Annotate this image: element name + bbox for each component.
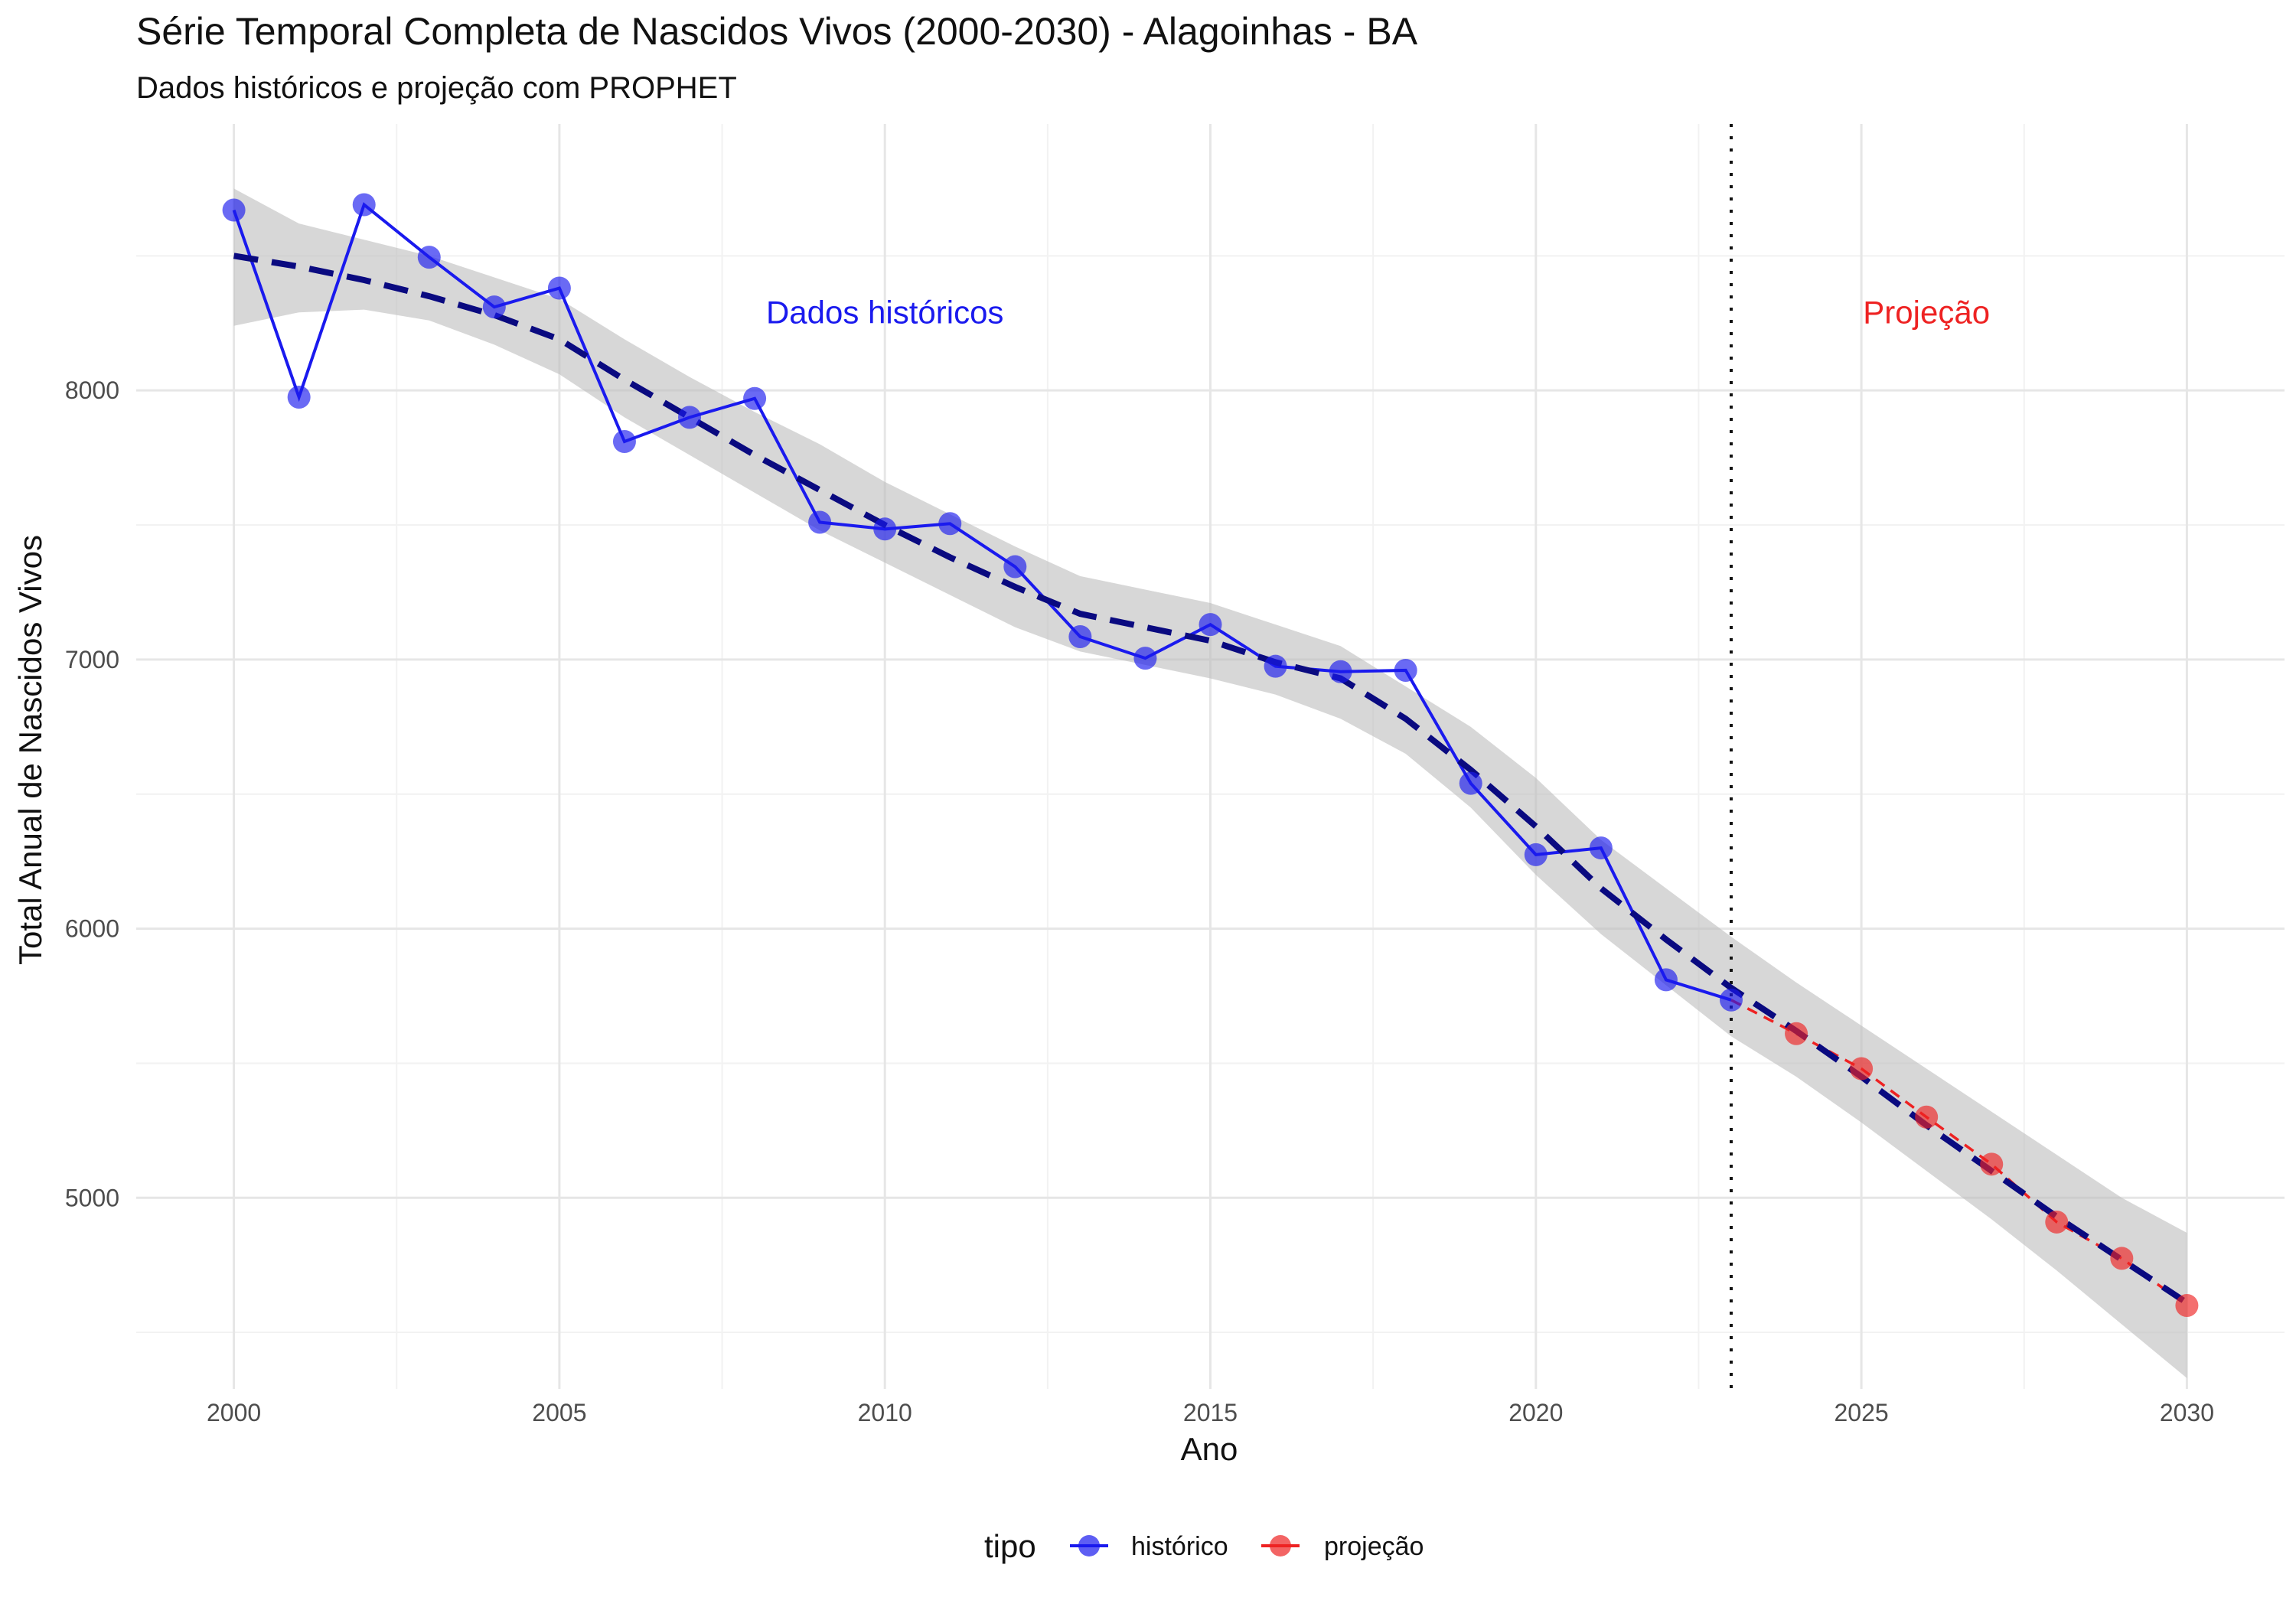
y-axis-ticks: 5000 6000 7000 8000 [65,376,119,1211]
legend-historico-marker [1078,1535,1100,1556]
series-line-0 [232,202,1732,1002]
data-point-historico [1654,968,1678,992]
x-tick-label: 2010 [858,1399,912,1426]
annotation-0: Dados históricos [766,294,1003,330]
legend-item-projecao: projeção [1261,1532,1424,1561]
x-tick-label: 2015 [1183,1399,1238,1426]
plot-area: Dados históricos Projeção [136,124,2285,1389]
chart-subtitle: Dados históricos e projeção com PROPHET [136,71,737,105]
grid-major-lines [136,124,2285,1389]
data-point-historico [873,517,897,541]
data-point-projecao [1980,1152,2004,1176]
annotation-1: Projeção [1863,294,1990,330]
legend: tipo histórico projeção [984,1528,1424,1564]
x-axis-label: Ano [1181,1431,1238,1467]
data-point-historico [808,510,832,534]
data-points [222,193,2199,1317]
data-point-historico [1199,613,1222,637]
data-point-historico [287,385,311,409]
data-point-historico [1459,771,1482,795]
data-point-projecao [2110,1247,2134,1270]
data-point-historico [222,198,246,222]
y-tick-label: 5000 [65,1184,119,1211]
x-axis-ticks: 2000 2005 2010 2015 2020 2025 2030 [207,1399,2214,1426]
legend-title: tipo [984,1528,1036,1564]
confidence-band [233,188,2187,1378]
series-lines [232,202,2188,1307]
legend-projecao-label: projeção [1324,1532,1424,1561]
data-point-projecao [1915,1105,1939,1129]
y-tick-label: 6000 [65,915,119,943]
x-tick-label: 2005 [532,1399,586,1426]
x-tick-label: 2030 [2160,1399,2214,1426]
data-point-projecao [2175,1293,2199,1317]
data-point-historico [678,406,702,429]
x-tick-label: 2000 [207,1399,261,1426]
legend-historico-label: histórico [1131,1532,1228,1561]
data-point-historico [938,512,962,536]
annotations: Dados históricos Projeção [766,294,1990,330]
data-point-historico [1068,624,1092,648]
data-point-historico [1589,836,1613,860]
data-point-historico [1524,843,1548,866]
data-point-historico [612,430,636,454]
x-tick-label: 2020 [1508,1399,1563,1426]
data-point-historico [1394,658,1417,682]
y-tick-label: 8000 [65,376,119,404]
data-point-projecao [1785,1022,1808,1045]
y-tick-label: 7000 [65,646,119,673]
legend-item-historico: histórico [1070,1532,1228,1561]
data-point-historico [417,246,441,269]
data-point-historico [1003,555,1027,579]
chart-title: Série Temporal Completa de Nascidos Vivo… [136,10,1418,53]
y-axis-label: Total Anual de Nascidos Vivos [12,535,48,965]
data-point-historico [1264,654,1287,678]
data-point-historico [743,386,767,410]
data-point-historico [547,276,571,300]
data-point-historico [1719,988,1743,1012]
data-point-projecao [2045,1210,2069,1234]
data-point-historico [1133,647,1157,670]
data-point-projecao [1850,1057,1874,1081]
data-point-historico [1329,660,1352,683]
x-tick-label: 2025 [1835,1399,1889,1426]
legend-projecao-marker [1270,1535,1291,1556]
data-point-historico [352,193,376,217]
data-point-historico [482,295,506,319]
